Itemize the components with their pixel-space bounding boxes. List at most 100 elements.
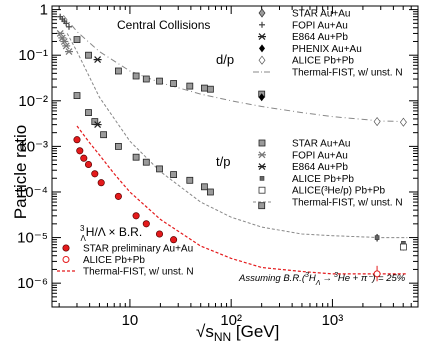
y-axis-title: Particle ratio xyxy=(11,125,30,219)
point-star_hyp xyxy=(170,236,178,244)
data-points xyxy=(56,13,407,278)
y-tick-label: 10⁻⁶ xyxy=(17,275,48,292)
point-fopi_tp xyxy=(58,34,67,42)
point-star_dp xyxy=(85,51,92,59)
point-e864_dp xyxy=(93,56,102,64)
point-star_dp xyxy=(206,85,214,93)
point-star_tp xyxy=(85,109,92,116)
point-star_tp xyxy=(132,153,140,161)
point-star_hyp xyxy=(73,136,81,144)
point-star_hyp xyxy=(97,179,105,187)
point-star_dp xyxy=(142,75,150,83)
point-star_dp xyxy=(200,84,208,92)
legend-label: Thermal-FIST, w/ unst. N xyxy=(292,198,403,209)
point-star_tp xyxy=(258,202,266,210)
legend-marker xyxy=(258,55,266,65)
point-fopi_tp xyxy=(56,29,65,37)
point-fopi_tp xyxy=(65,48,73,56)
point-alice_dp xyxy=(399,117,407,127)
point-phenix_dp xyxy=(258,93,265,102)
point-star_tp xyxy=(170,171,178,179)
legend-label: ALICE(³He/p) Pb+Pb xyxy=(292,186,386,197)
point-star_dp xyxy=(73,36,81,43)
legend-label: STAR Au+Au xyxy=(292,9,350,20)
axis-ticks: 10 10² 10³ 1 10⁻¹ 10⁻² 10⁻³ 10⁻⁴ 10⁻⁵ 10⁻⁶ xyxy=(17,2,419,329)
legend-marker xyxy=(258,8,266,18)
y-tick-label: 10⁻⁵ xyxy=(17,230,48,247)
point-star_hyp xyxy=(142,220,150,228)
point-star_dp xyxy=(186,82,194,90)
point-fopi_dp xyxy=(66,23,72,30)
x-axis-sub: NN xyxy=(214,330,231,344)
legend-label: FOPI Au+Au xyxy=(292,20,348,31)
point-star_dp xyxy=(115,67,122,75)
point-alice_hyp xyxy=(373,270,381,278)
legend-label: FOPI Au+Au xyxy=(292,150,348,161)
legend-label: E864 Au+Pb xyxy=(292,32,348,43)
branching-ratio-annotation: Assuming B.R.(3HΛ → 3He + π⁻) = 25% xyxy=(238,272,406,287)
point-star_hyp xyxy=(84,160,93,169)
legend-marker xyxy=(259,176,265,181)
point-star_hyp xyxy=(76,147,84,155)
legend-label: E864 Au+Pb xyxy=(292,162,348,173)
curve-fist_tp xyxy=(66,33,408,239)
y-tick-label: 10⁻³ xyxy=(18,138,48,155)
point-star_tp xyxy=(200,183,208,191)
legend-label: STAR Au+Au xyxy=(292,139,350,150)
point-alice_dp xyxy=(373,117,381,127)
legend-label: Thermal-FIST, w/ unst. N xyxy=(83,267,194,278)
tp-label: t/p xyxy=(216,154,230,169)
point-star_dp xyxy=(170,80,178,87)
x-axis-sqrt: √s xyxy=(196,322,214,341)
dp-label: d/p xyxy=(216,52,234,67)
legend-marker xyxy=(258,151,266,159)
legend-marker xyxy=(258,33,266,41)
point-fopi_tp xyxy=(60,38,69,45)
legend-marker xyxy=(258,186,266,194)
point-star_hyp xyxy=(155,230,164,238)
point-fopi_tp xyxy=(62,42,71,50)
point-star_tp xyxy=(115,142,122,150)
y-tick-label: 10⁻⁴ xyxy=(17,184,48,201)
x-tick-label: 10 xyxy=(122,312,139,329)
chart-title: Central Collisions xyxy=(117,18,210,32)
y-tick-label: 10⁻¹ xyxy=(18,47,48,64)
legend-label: ALICE Pb+Pb xyxy=(292,174,354,185)
legend-label: ALICE Pb+Pb xyxy=(83,255,145,266)
point-alice_he3p xyxy=(399,243,407,251)
legend-label: STAR preliminary Au+Au xyxy=(83,244,193,255)
point-e864_tp xyxy=(93,121,102,129)
point-star_tp xyxy=(156,165,163,173)
legend-marker xyxy=(62,244,70,252)
legend-marker xyxy=(62,256,70,263)
legend-label: Thermal-FIST, w/ unst. N xyxy=(292,68,403,79)
point-star_hyp xyxy=(80,154,88,162)
model-curves xyxy=(62,14,408,275)
legend-marker xyxy=(258,163,266,171)
point-star_tp xyxy=(186,176,194,184)
point-star_hyp xyxy=(91,170,99,178)
point-star_tp xyxy=(73,92,81,99)
point-star_hyp xyxy=(132,212,140,220)
curve-fist_dp xyxy=(62,14,408,123)
y-tick-label: 10⁻² xyxy=(18,93,48,110)
point-star_tp xyxy=(142,158,150,166)
y-tick-label: 1 xyxy=(40,2,48,19)
point-star_tp xyxy=(100,131,107,139)
legend-label: PHENIX Au+Au xyxy=(292,44,362,55)
point-fopi_dp xyxy=(63,20,70,27)
x-axis-unit: [GeV] xyxy=(231,322,279,341)
point-star_tp xyxy=(206,188,214,196)
legend-label: ALICE Pb+Pb xyxy=(292,56,354,67)
legend-marker xyxy=(259,44,265,53)
x-tick-label: 10³ xyxy=(322,312,344,329)
hypertriton-label: 3 ΛH/Λ × B.R. xyxy=(80,224,142,243)
point-alice_tp xyxy=(374,235,380,240)
curve-fist_hyp xyxy=(76,125,408,275)
legend-marker xyxy=(258,139,266,147)
point-star_hyp xyxy=(114,192,122,200)
